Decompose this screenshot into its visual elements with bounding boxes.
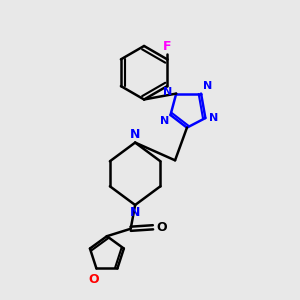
Text: N: N [209,113,218,123]
Text: N: N [130,128,140,141]
Text: O: O [88,273,99,286]
Text: N: N [164,87,173,97]
Text: N: N [160,116,169,127]
Text: F: F [163,40,172,53]
Text: N: N [130,206,140,220]
Text: N: N [202,81,212,91]
Text: O: O [157,221,167,234]
